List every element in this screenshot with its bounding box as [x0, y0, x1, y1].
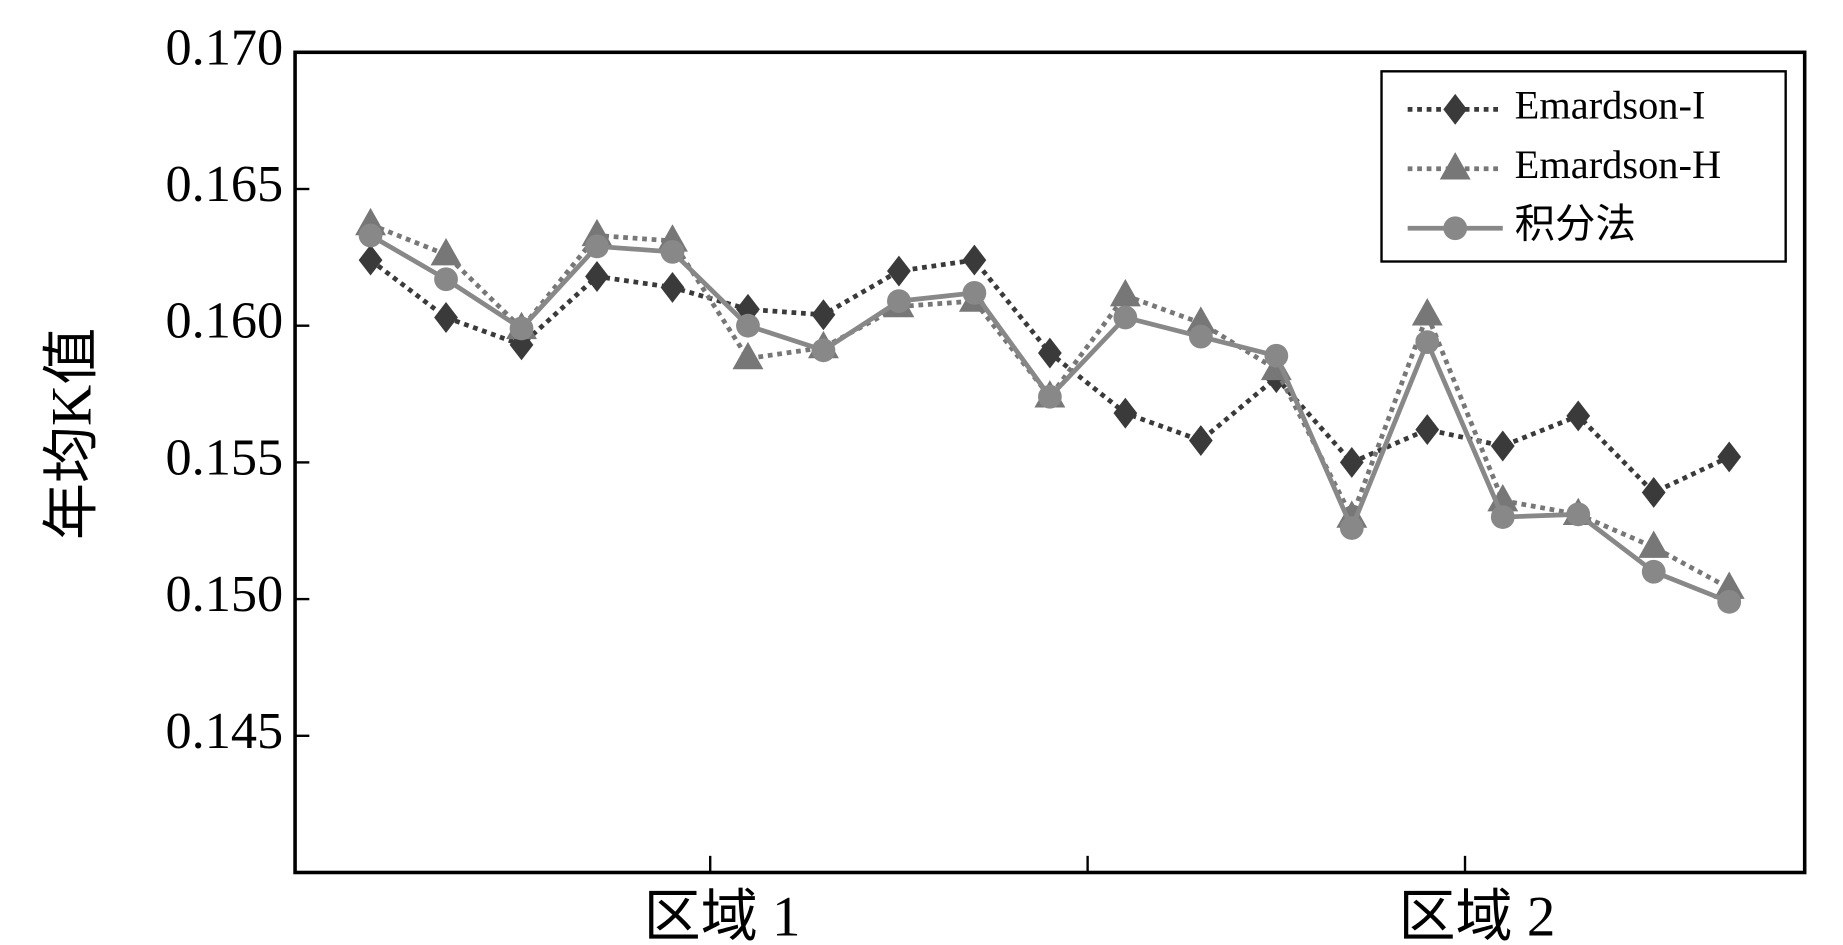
marker: [1339, 446, 1364, 478]
marker: [1109, 278, 1141, 307]
marker: [1185, 306, 1217, 334]
marker: [358, 223, 383, 248]
legend-marker: [1443, 216, 1468, 241]
marker: [1415, 330, 1440, 354]
marker: [1264, 343, 1289, 368]
marker: [962, 244, 987, 276]
legend-label: 积分法: [1515, 202, 1636, 247]
marker: [1717, 589, 1742, 614]
series-line: [369, 233, 1731, 605]
legend-label: Emardson-I: [1515, 83, 1706, 128]
marker: [1490, 430, 1515, 462]
marker: [887, 289, 911, 313]
marker: [585, 234, 609, 259]
marker: [660, 271, 685, 303]
marker: [1411, 298, 1443, 326]
marker: [358, 244, 383, 276]
marker: [1113, 397, 1138, 429]
marker: [1717, 441, 1742, 473]
marker: [1037, 384, 1062, 409]
marker: [811, 338, 836, 363]
series-line: [369, 257, 1731, 496]
y-tick-label: 0.155: [166, 428, 284, 486]
y-tick-label: 0.170: [166, 18, 284, 76]
marker: [434, 267, 458, 292]
y-tick-label: 0.150: [166, 565, 284, 623]
y-tick-label: 0.160: [166, 292, 284, 350]
marker: [1415, 414, 1440, 446]
marker: [1638, 530, 1670, 558]
marker: [732, 341, 764, 370]
marker: [1566, 400, 1591, 432]
legend-marker: [1439, 152, 1471, 180]
marker: [1339, 516, 1364, 540]
marker: [1490, 505, 1515, 529]
marker: [1113, 305, 1138, 330]
y-tick-label: 0.145: [166, 702, 284, 760]
marker: [1037, 337, 1062, 369]
y-tick-label: 0.165: [166, 155, 284, 213]
legend-label: Emardson-H: [1515, 142, 1721, 187]
marker: [585, 261, 609, 292]
y-axis-label: 年均K值: [41, 328, 104, 540]
marker: [1641, 477, 1666, 508]
marker: [811, 299, 836, 331]
marker: [660, 239, 685, 264]
marker: [430, 237, 462, 266]
x-tick-label: 区域 2: [1398, 886, 1555, 945]
marker: [509, 316, 534, 341]
marker: [1188, 425, 1213, 456]
x-tick-label: 区域 1: [644, 886, 801, 945]
marker: [887, 255, 911, 287]
marker: [434, 302, 458, 333]
marker: [1566, 502, 1591, 527]
marker: [1188, 324, 1213, 349]
marker: [1713, 571, 1745, 599]
legend-marker: [1443, 93, 1468, 125]
marker: [962, 281, 987, 305]
marker: [1641, 559, 1666, 584]
marker: [736, 313, 760, 338]
